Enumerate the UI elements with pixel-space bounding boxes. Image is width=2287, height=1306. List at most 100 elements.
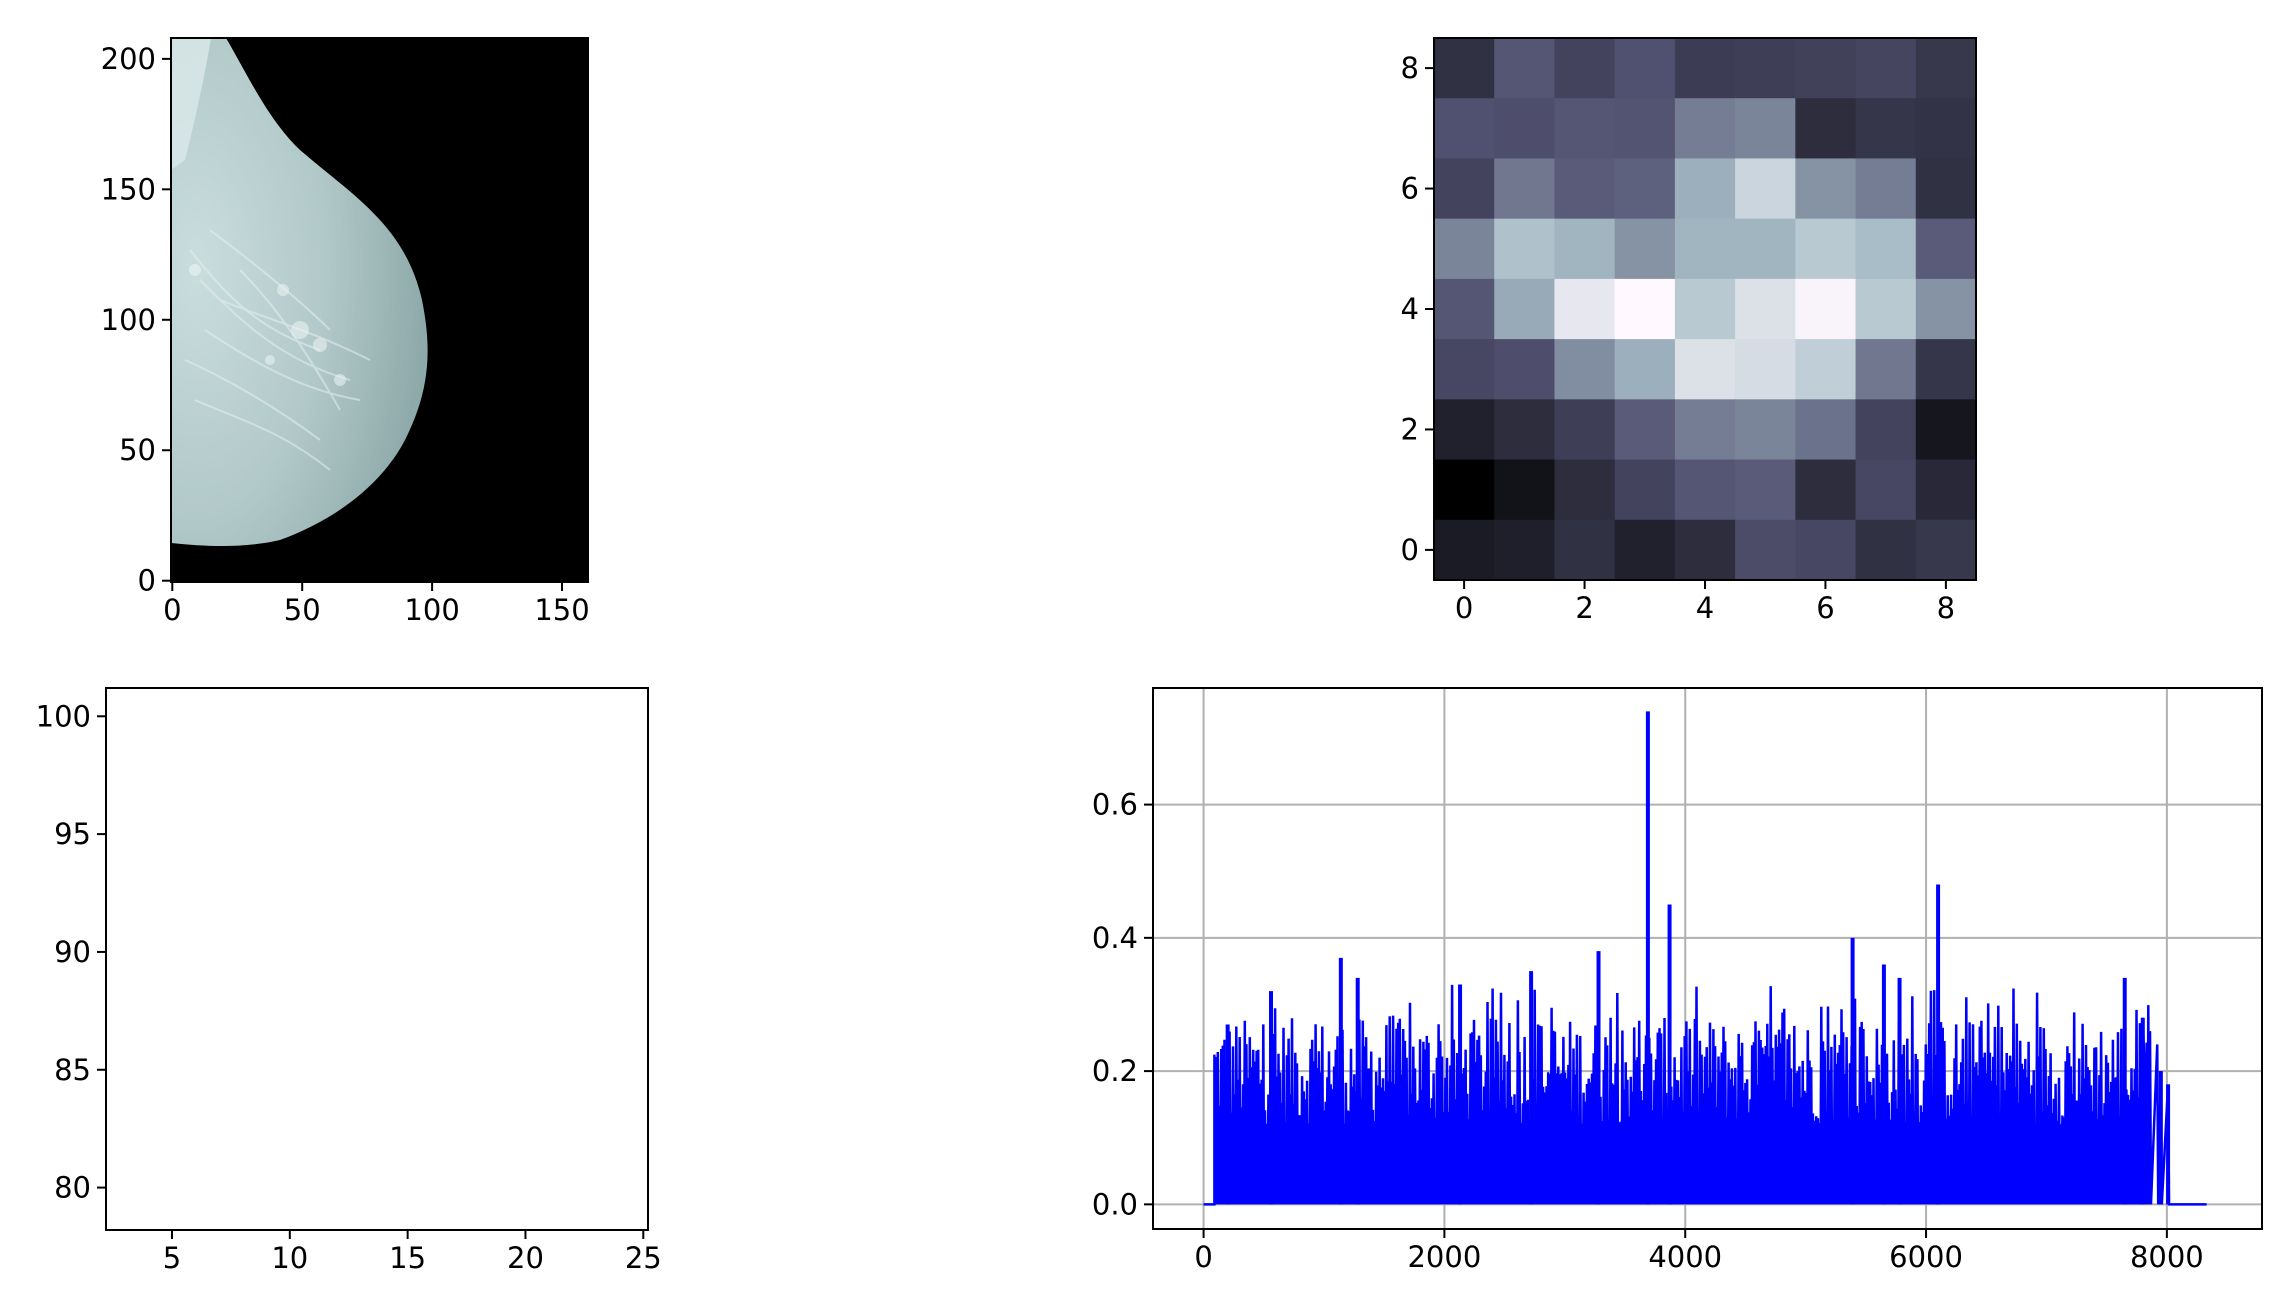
line-plot-x-tick-label: 4000 [1648,1240,1722,1274]
mammogram-y-tick-label: 200 [101,42,156,76]
heatmap-cell [1554,459,1616,521]
line-plot-y-tick-label: 0.0 [1092,1187,1138,1221]
heatmap-cell [1915,218,1977,280]
heatmap-cell [1614,158,1676,220]
heatmap-cell [1674,278,1736,340]
heatmap-cell [1855,98,1917,160]
zoom-y-tick-label: 85 [54,1053,91,1087]
line-plot-x-tick-label: 0 [1194,1240,1212,1274]
heatmap-cell [1795,38,1857,99]
zoom-x-tick-label: 25 [625,1241,662,1275]
heatmap-cell [1735,38,1796,99]
patch-heatmap-x-tick-label: 6 [1816,591,1834,625]
heatmap-cell [1674,399,1736,461]
mammogram-y-tick-label: 150 [101,172,156,206]
zoom-x-tick-label: 5 [163,1241,181,1275]
heatmap-cell [1795,158,1857,220]
heatmap-cell [1614,399,1676,461]
heatmap-cell [1494,278,1556,340]
heatmap-cell [1855,519,1917,581]
line-plot-y-tick-label: 0.2 [1092,1054,1138,1088]
zoom-y-tick-label: 95 [54,817,91,851]
mammogram-panel: 0 50 100 150 0 50 100 150 200 [101,37,590,627]
line-plot-y-tick-label: 0.6 [1092,788,1138,822]
heatmap-cell [1735,519,1796,581]
line-plot-x-tick-label: 8000 [2130,1240,2204,1274]
heatmap-cell [1554,278,1616,340]
patch-heatmap-y-tick-label: 8 [1401,51,1419,85]
heatmap-cell [1674,218,1736,280]
heatmap-cell [1795,519,1857,581]
heatmap-cell [1434,339,1495,400]
heatmap-cell [1434,399,1495,461]
heatmap-cell [1795,339,1857,400]
heatmap-cell [1735,278,1796,340]
heatmap-cell [1554,339,1616,400]
heatmap-cell [1614,218,1676,280]
heatmap-cell [1674,459,1736,521]
heatmap-cell [1855,459,1917,521]
heatmap-cell [1434,459,1495,521]
heatmap-cell [1614,278,1676,340]
line-plot-x-tick-label: 6000 [1889,1240,1963,1274]
mammogram-x-tick-label: 50 [284,593,321,627]
heatmap-cell [1855,278,1917,340]
patch-heatmap-y-tick-label: 0 [1401,533,1419,567]
line-plot-panel: 0 2000 4000 6000 8000 0.0 0.2 0.4 0.6 [1092,687,2263,1274]
heatmap-cell [1735,158,1796,220]
zoom-y-tick-label: 80 [54,1171,91,1205]
heatmap-cell [1494,38,1556,99]
signal-line [1203,984,2207,1206]
heatmap-cell [1855,218,1917,280]
mammogram-x-tick-label: 100 [404,593,459,627]
heatmap-cell [1614,339,1676,400]
heatmap-cell [1434,98,1495,160]
patch-heatmap [1434,38,1977,581]
heatmap-cell [1434,158,1495,220]
patch-heatmap-y-tick-label: 6 [1401,172,1419,206]
heatmap-cell [1434,278,1495,340]
heatmap-cell [1915,158,1977,220]
heatmap-cell [1795,459,1857,521]
heatmap-cell [1614,459,1676,521]
zoom-panel: 5 10 15 20 25 80 85 90 95 100 [36,687,662,1275]
heatmap-cell [1614,519,1676,581]
signal-series [1203,711,2207,1206]
heatmap-cell [1494,399,1556,461]
patch-heatmap-y-tick-label: 4 [1401,292,1419,326]
heatmap-cell [1735,459,1796,521]
heatmap-cell [1494,98,1556,160]
heatmap-cell [1855,38,1917,99]
heatmap-cell [1554,158,1616,220]
heatmap-cell [1554,98,1616,160]
heatmap-cell [1735,339,1796,400]
heatmap-cell [1915,519,1977,581]
heatmap-cell [1795,98,1857,160]
heatmap-cell [1915,98,1977,160]
heatmap-cell [1674,339,1736,400]
patch-heatmap-x-tick-label: 0 [1455,591,1473,625]
heatmap-cell [1915,339,1977,400]
heatmap-cell [1674,158,1736,220]
heatmap-cell [1795,278,1857,340]
zoom-x-tick-label: 15 [389,1241,426,1275]
heatmap-cell [1494,459,1556,521]
heatmap-cell [1554,519,1616,581]
heatmap-cell [1735,98,1796,160]
mammogram-y-tick-label: 50 [119,433,156,467]
mammogram-x-tick-label: 0 [163,593,181,627]
heatmap-cell [1915,459,1977,521]
heatmap-cell [1735,218,1796,280]
mammogram-image [171,38,588,582]
heatmap-cell [1795,399,1857,461]
heatmap-cell [1494,519,1556,581]
heatmap-cell [1915,38,1977,99]
heatmap-cell [1434,218,1495,280]
patch-heatmap-x-tick-label: 2 [1575,591,1593,625]
heatmap-cell [1494,158,1556,220]
mammogram-y-tick-label: 0 [138,564,156,598]
heatmap-cell [1434,38,1495,99]
zoom-y-tick-label: 90 [54,935,91,969]
heatmap-cell [1855,158,1917,220]
heatmap-cell [1674,38,1736,99]
